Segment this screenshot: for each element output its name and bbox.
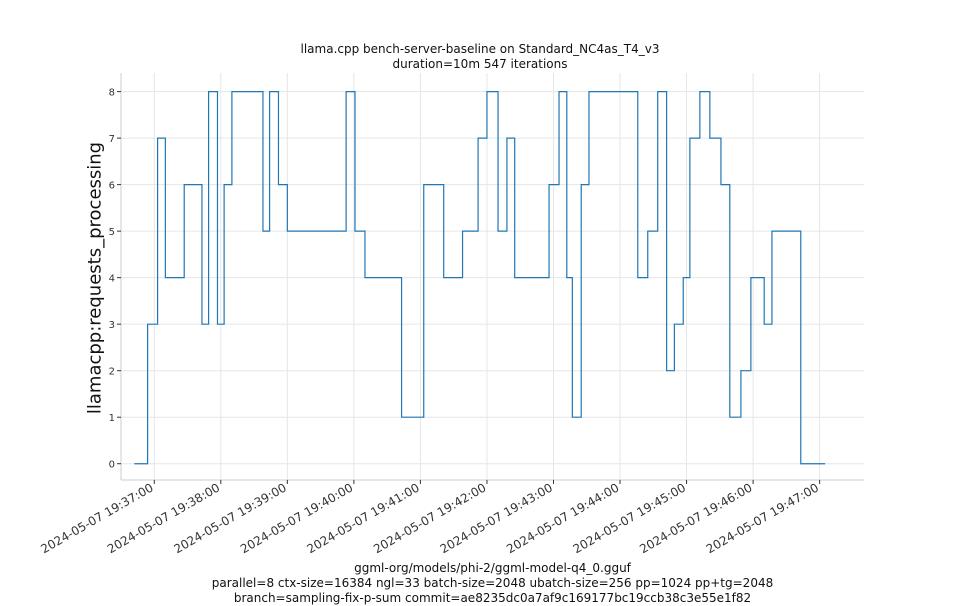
series-line-requests-processing bbox=[134, 91, 826, 465]
x-tick-label: 2024-05-07 19:37:00 bbox=[38, 480, 155, 556]
y-tick-label: 7 bbox=[109, 134, 115, 145]
y-tick-label: 2 bbox=[109, 367, 115, 378]
y-tick-label: 1 bbox=[109, 413, 115, 424]
gridlines bbox=[121, 73, 864, 480]
y-tick-label: 6 bbox=[109, 181, 115, 192]
x-tick-label: 2024-05-07 19:46:00 bbox=[637, 480, 754, 556]
x-axis-label-params: parallel=8 ctx-size=16384 ngl=33 batch-s… bbox=[211, 576, 774, 590]
x-tick-label: 2024-05-07 19:42:00 bbox=[371, 480, 488, 556]
y-axis-label: llamacpp:requests_processing bbox=[84, 141, 106, 415]
chart-subtitle: duration=10m 547 iterations bbox=[392, 57, 568, 71]
x-tick-label: 2024-05-07 19:44:00 bbox=[504, 480, 621, 556]
x-tick-label: 2024-05-07 19:43:00 bbox=[438, 480, 555, 556]
y-tick-label: 8 bbox=[109, 88, 115, 99]
y-tick-label: 4 bbox=[109, 274, 115, 285]
x-tick-label: 2024-05-07 19:47:00 bbox=[704, 480, 821, 556]
chart-title: llama.cpp bench-server-baseline on Stand… bbox=[300, 42, 660, 56]
x-axis-label-model: ggml-org/models/phi-2/ggml-model-q4_0.gg… bbox=[354, 561, 631, 575]
x-axis-label-branch: branch=sampling-fix-p-sum commit=ae8235d… bbox=[233, 591, 752, 605]
x-tick-label: 2024-05-07 19:45:00 bbox=[571, 480, 688, 556]
x-tick-label: 2024-05-07 19:38:00 bbox=[105, 480, 222, 556]
y-tick-label: 0 bbox=[109, 460, 115, 471]
x-tick-label: 2024-05-07 19:39:00 bbox=[171, 480, 288, 556]
axes-spines bbox=[120, 73, 864, 481]
x-tick-label: 2024-05-07 19:40:00 bbox=[238, 480, 355, 556]
y-tick-label: 3 bbox=[109, 320, 115, 331]
x-tick-label: 2024-05-07 19:41:00 bbox=[305, 480, 422, 556]
y-axis: 0 1 2 3 4 5 6 7 8 bbox=[109, 88, 121, 471]
y-tick-label: 5 bbox=[109, 227, 115, 238]
